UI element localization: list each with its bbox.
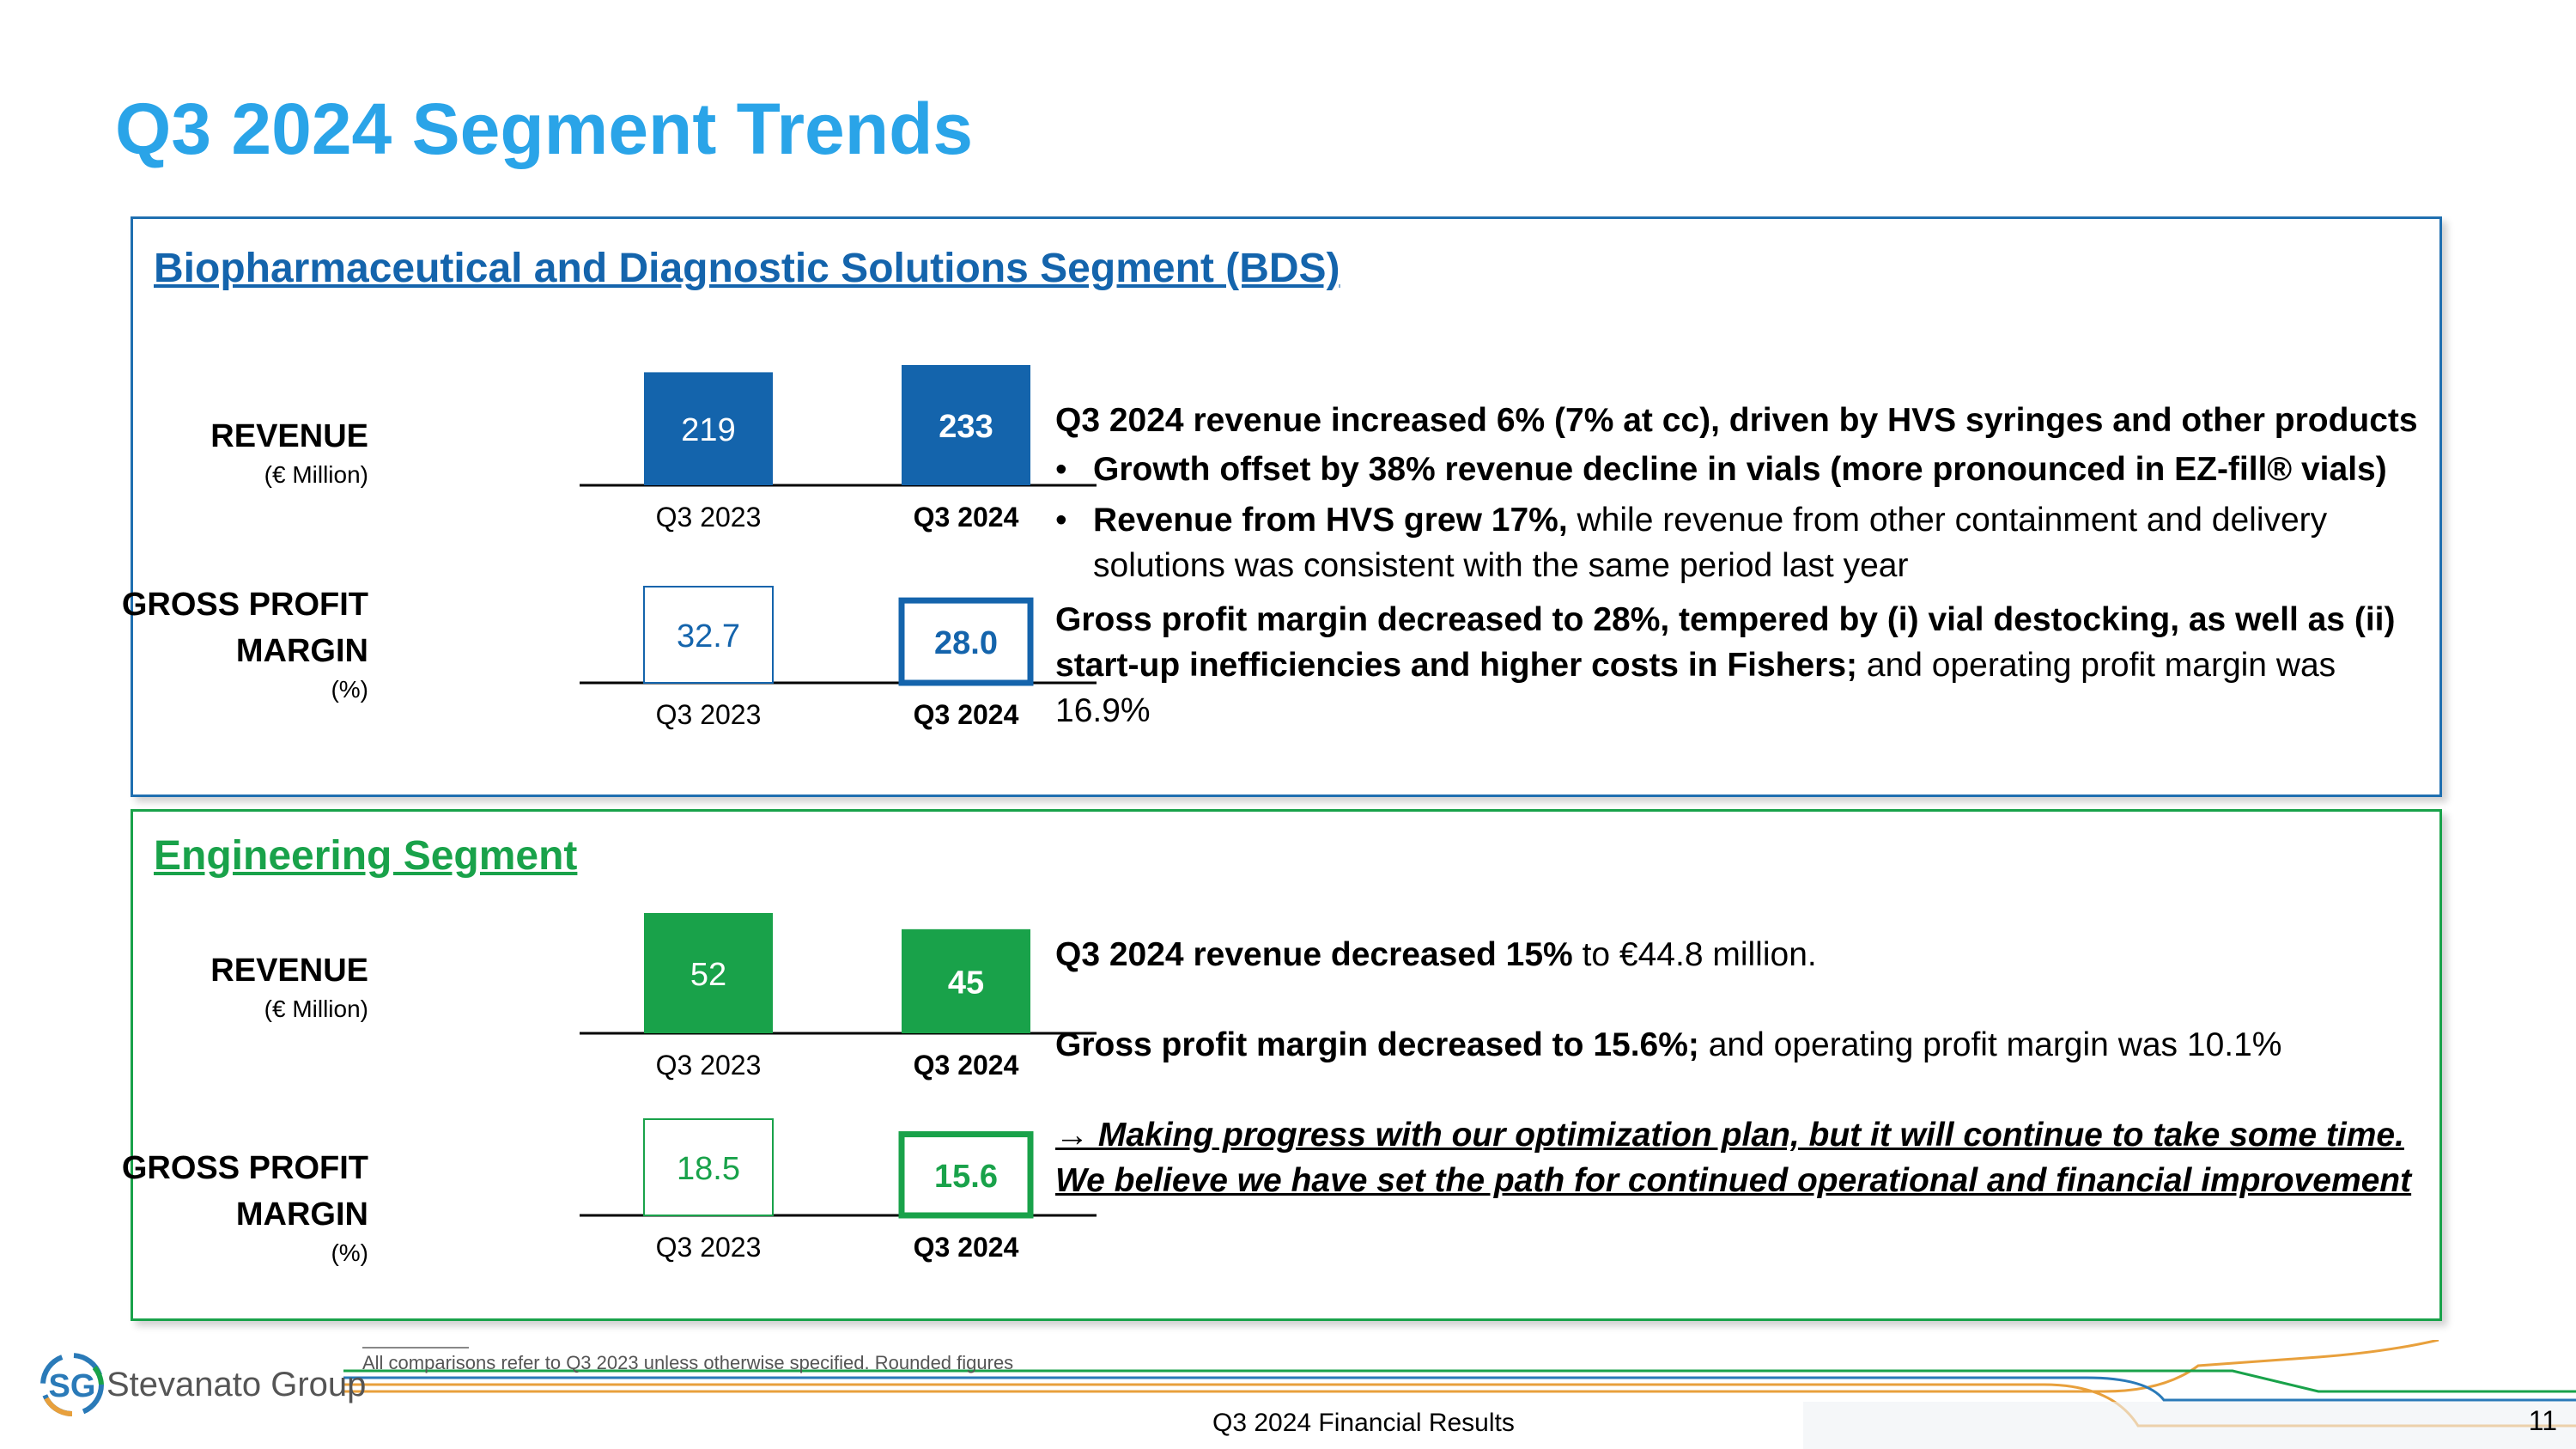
bds-gpm-label-line1: GROSS PROFIT: [121, 587, 368, 623]
category-label: Q3 2024: [914, 1050, 1019, 1081]
eng-note-gpm-bold: Gross profit margin decreased to 15.6%;: [1055, 1026, 1699, 1063]
bar-q3-2024: [898, 597, 1034, 686]
bds-heading: Biopharmaceutical and Diagnostic Solutio…: [154, 246, 1340, 291]
bar-value-label: 15.6: [934, 1159, 998, 1195]
bds-notes: Q3 2024 revenue increased 6% (7% at cc),…: [1055, 398, 2429, 749]
eng-note-gpm-rest: and operating profit margin was 10.1%: [1698, 1026, 2282, 1063]
eng-note-outlook: → Making progress with our optimization …: [1055, 1112, 2429, 1203]
bds-revenue-unit: (€ Million): [264, 461, 368, 488]
bar-value-label: 28.0: [934, 625, 998, 661]
bar-value-label: 18.5: [677, 1151, 740, 1187]
bds-note-gpm-rest: and operating profit margin was 16.9%: [1055, 647, 2336, 729]
logo-mark: SG: [49, 1368, 96, 1404]
category-label: Q3 2023: [656, 1050, 762, 1081]
bar-q3-2023: [643, 1118, 774, 1216]
eng-gpm-label-line1: GROSS PROFIT: [121, 1150, 368, 1186]
bds-note-bullet-vials: Growth offset by 38% revenue decline in …: [1055, 447, 2429, 492]
eng-note-outlook-text: Making progress with our optimization pl…: [1055, 1117, 2412, 1199]
eng-gpm-unit: (%): [331, 1239, 368, 1266]
bds-note-gpm-bold: Gross profit margin decreased to 28%, te…: [1055, 601, 2396, 684]
bar-value-label: 233: [939, 409, 993, 445]
category-label: Q3 2023: [656, 502, 762, 533]
bds-note-vials-text: Growth offset by 38% revenue decline in …: [1093, 451, 2387, 488]
stevanato-logo: SG: [40, 1353, 104, 1416]
bar-value-label: 32.7: [677, 618, 740, 654]
bds-note-hvs-bold: Revenue from HVS grew 17%,: [1093, 502, 1568, 539]
bar-q3-2023: [644, 913, 773, 1033]
engineering-heading: Engineering Segment: [154, 833, 578, 879]
bds-note-bullet-hvs: Revenue from HVS grew 17%, while revenue…: [1055, 497, 2429, 588]
eng-note-revenue-rest: to €44.8 million.: [1572, 936, 1817, 973]
arrow-right-icon: →: [1055, 1117, 1089, 1154]
bds-gpm-unit: (%): [331, 676, 368, 703]
eng-revenue-unit: (€ Million): [264, 995, 368, 1022]
bds-revenue-chart: 219 Q3 2023 233 Q3 2024: [580, 365, 1097, 533]
bar-q3-2024: [902, 365, 1030, 485]
eng-notes: Q3 2024 revenue decreased 15% to €44.8 m…: [1055, 932, 2429, 1219]
bds-note-hvs-rest: while revenue from other containment and…: [1093, 502, 2328, 584]
bar-value-label: 45: [948, 965, 984, 1001]
bar-q3-2023: [644, 372, 773, 485]
footer-decorative-lines: [343, 1340, 2576, 1449]
category-label: Q3 2024: [914, 502, 1019, 533]
bds-revenue-label-text: REVENUE: [210, 418, 368, 454]
category-label: Q3 2023: [656, 1232, 762, 1263]
bar-q3-2024: [898, 1131, 1034, 1219]
bar-q3-2023: [643, 586, 774, 684]
bar-value-label: 52: [690, 957, 726, 993]
footer-title: Q3 2024 Financial Results: [1212, 1409, 1515, 1437]
page-number: 11: [2528, 1405, 2557, 1436]
bar-value-label: 219: [681, 412, 735, 448]
eng-gpm-chart: 18.5 Q3 2023 15.6 Q3 2024: [580, 1118, 1097, 1263]
eng-gpm-label: GROSS PROFIT MARGIN (%): [122, 1145, 368, 1269]
category-label: Q3 2024: [914, 699, 1019, 730]
bar-q3-2024: [902, 928, 1030, 1033]
category-label: Q3 2024: [914, 1232, 1019, 1263]
footnote-rule: [362, 1347, 469, 1349]
engineering-panel: Engineering Segment REVENUE (€ Million) …: [122, 809, 2442, 1321]
bds-gpm-label: GROSS PROFIT MARGIN (%): [122, 581, 368, 705]
category-label: Q3 2023: [656, 699, 762, 730]
page-title: Q3 2024 Segment Trends: [115, 88, 974, 169]
eng-revenue-chart: 52 Q3 2023 45 Q3 2024: [580, 913, 1097, 1081]
eng-revenue-label: REVENUE (€ Million): [210, 947, 368, 1025]
eng-gpm-label-line2: MARGIN: [235, 1196, 368, 1233]
logo-name: Stevanato Group: [106, 1366, 367, 1403]
bds-gpm-label-line2: MARGIN: [235, 633, 368, 669]
bds-note-revenue: Q3 2024 revenue increased 6% (7% at cc),…: [1055, 402, 2418, 439]
eng-revenue-label-text: REVENUE: [210, 953, 368, 989]
eng-note-revenue-bold: Q3 2024 revenue decreased 15%: [1055, 936, 1573, 973]
bds-panel: Biopharmaceutical and Diagnostic Solutio…: [122, 216, 2442, 797]
footnote: All comparisons refer to Q3 2023 unless …: [362, 1352, 1014, 1373]
bds-revenue-label: REVENUE (€ Million): [210, 413, 368, 490]
bds-gpm-chart: 32.7 Q3 2023 28.0 Q3 2024: [580, 586, 1097, 730]
